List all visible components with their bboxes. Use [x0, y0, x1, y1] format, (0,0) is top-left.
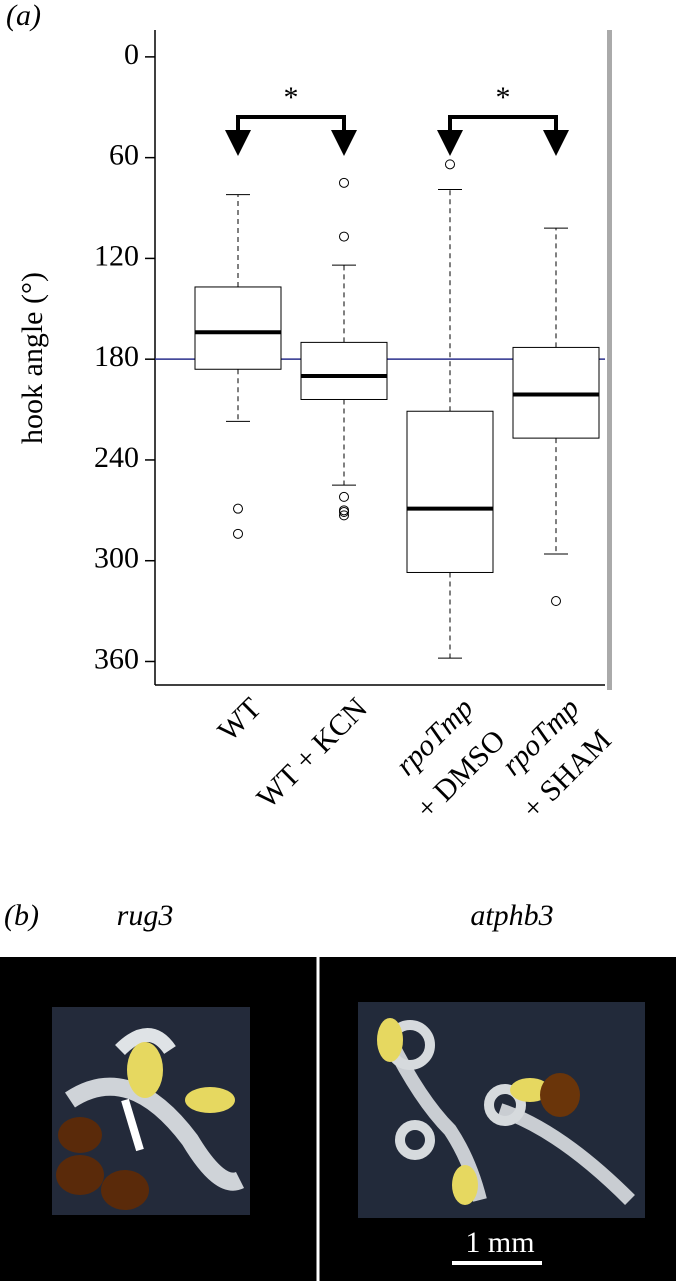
- outlier: [339, 177, 349, 188]
- panel-label: (b): [4, 899, 39, 932]
- outlier: [445, 159, 455, 170]
- y-tick-label: 300: [94, 542, 139, 575]
- y-tick-label: 360: [94, 642, 139, 675]
- significance-label: *: [284, 81, 299, 114]
- significance-bracket: [448, 115, 558, 140]
- outlier: [339, 231, 349, 242]
- x-tick-label: WT + KCN: [251, 691, 374, 814]
- y-tick-label: 240: [94, 441, 139, 474]
- outlier: [233, 503, 243, 514]
- photo-left: [52, 1007, 250, 1215]
- outlier: [339, 491, 349, 502]
- arrow-head: [331, 130, 357, 156]
- box: [406, 410, 494, 573]
- y-tick-label: 0: [124, 38, 139, 71]
- outlier: [339, 510, 349, 521]
- arrow-head: [225, 130, 251, 156]
- photo-right: [358, 1002, 645, 1218]
- arrow-head: [437, 130, 463, 156]
- significance-label: *: [496, 81, 511, 114]
- photo-label: atphb3: [470, 899, 553, 932]
- y-tick-label: 120: [94, 239, 139, 272]
- significance-bracket: [236, 115, 346, 140]
- y-tick-label: 60: [109, 139, 139, 172]
- y-axis-label: hook angle (°): [16, 272, 49, 444]
- photo-label: rug3: [117, 899, 174, 932]
- outlier: [339, 507, 349, 518]
- box: [300, 341, 388, 400]
- x-tick-label: WT: [212, 691, 268, 747]
- arrow-head: [543, 130, 569, 156]
- side-bar: [607, 30, 612, 690]
- y-tick-label: 180: [94, 340, 139, 373]
- outlier: [233, 528, 243, 539]
- scale-label: 1 mm: [465, 1226, 534, 1259]
- outlier: [551, 596, 561, 607]
- box: [194, 286, 282, 370]
- panel-label: (a): [6, 0, 41, 32]
